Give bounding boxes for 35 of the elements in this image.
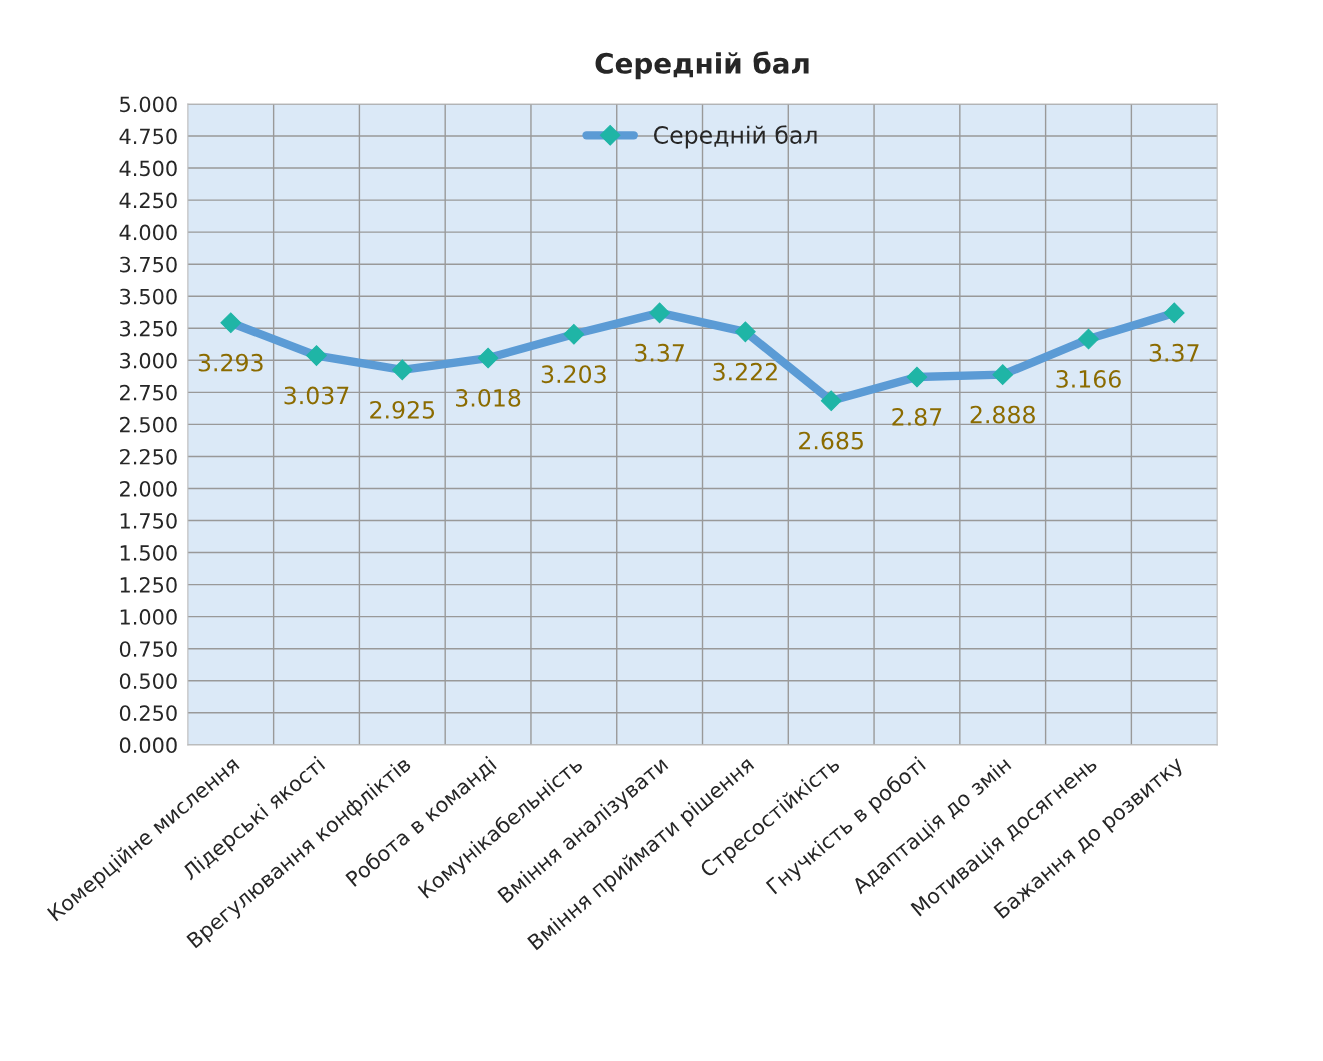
- y-tick-label: 5.000: [120, 96, 177, 113]
- chart-title: Середній бал: [595, 51, 809, 80]
- y-tick-label: 4.000: [119, 224, 177, 241]
- data-label: 3.222: [713, 362, 777, 381]
- data-label: 3.018: [456, 388, 521, 407]
- y-tick-label: 3.000: [120, 352, 177, 369]
- data-label: 3.166: [1056, 370, 1121, 388]
- data-label: 2.888: [970, 405, 1035, 424]
- legend-label: Середній бал: [653, 125, 817, 149]
- data-label: 3.293: [198, 353, 263, 372]
- data-label: 2.685: [799, 431, 863, 450]
- data-label: 2.925: [370, 400, 435, 419]
- y-tick-label: 2.000: [120, 480, 177, 497]
- y-tick-label: 0.250: [119, 705, 177, 721]
- y-tick-label: 0.000: [119, 737, 177, 754]
- data-label: 3.037: [284, 386, 349, 405]
- y-tick-label: 4.500: [119, 160, 177, 177]
- y-tick-label: 1.250: [120, 577, 177, 593]
- y-tick-label: 4.250: [119, 192, 177, 209]
- y-tick-label: 1.500: [120, 545, 177, 561]
- y-tick-label: 0.750: [119, 641, 177, 657]
- y-tick-label: 3.750: [120, 256, 177, 273]
- y-tick-label: 1.000: [120, 609, 177, 625]
- y-tick-label: 4.750: [119, 128, 177, 145]
- y-tick-label: 2.750: [120, 384, 177, 401]
- data-label: 2.87: [892, 407, 942, 426]
- y-tick-label: 2.500: [120, 416, 177, 433]
- y-tick-label: 0.500: [119, 673, 177, 689]
- y-tick-label: 3.500: [120, 288, 177, 305]
- data-label: 3.203: [541, 365, 606, 384]
- data-label: 3.37: [1149, 343, 1199, 362]
- y-tick-label: 1.750: [120, 512, 177, 529]
- y-tick-label: 2.250: [120, 448, 177, 465]
- data-label: 3.37: [635, 343, 684, 362]
- y-tick-label: 3.250: [120, 320, 177, 337]
